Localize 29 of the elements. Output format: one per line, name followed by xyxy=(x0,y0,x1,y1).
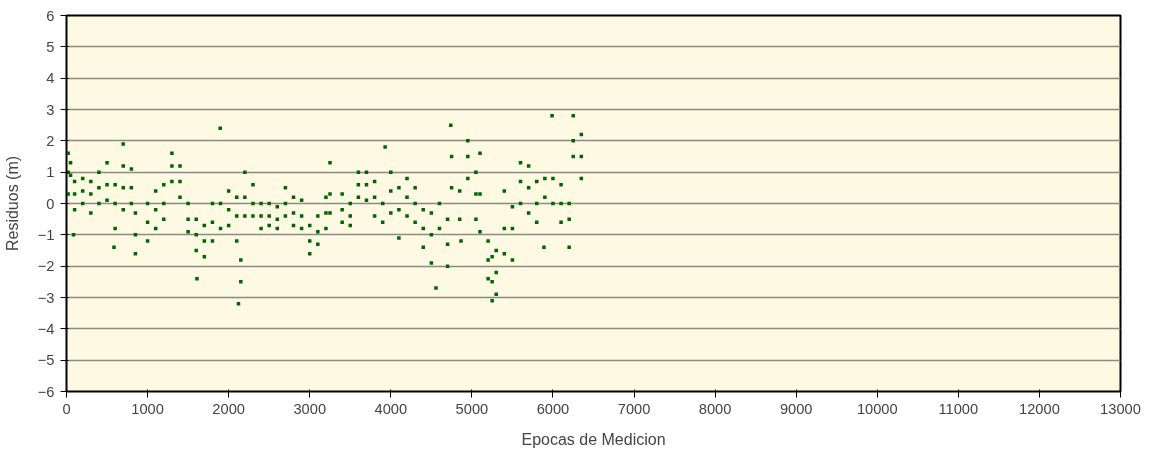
y-tick-label: −5 xyxy=(37,352,55,369)
y-tick-label: −4 xyxy=(37,320,55,337)
x-tick-label: 3000 xyxy=(293,400,327,417)
y-axis-title: Residuos (m) xyxy=(3,155,21,252)
y-tick-label: 3 xyxy=(46,101,55,118)
x-tick-label: 2000 xyxy=(212,400,245,417)
y-tick-label: −3 xyxy=(37,289,55,306)
x-tick-label: 11000 xyxy=(938,400,979,417)
y-tick-label: 6 xyxy=(46,7,55,24)
x-tick-label: 0 xyxy=(62,400,71,417)
x-tick-label: 8000 xyxy=(698,400,732,417)
y-tick-label: −1 xyxy=(37,226,55,243)
y-tick-label: 2 xyxy=(46,132,55,149)
y-tick-label: 1 xyxy=(46,164,55,181)
x-tick-label: 6000 xyxy=(536,400,570,417)
x-axis-title: Epocas de Medicion xyxy=(521,430,666,448)
y-tick-label: −6 xyxy=(37,383,55,400)
y-tick-label: 0 xyxy=(46,195,55,212)
x-tick-label: 7000 xyxy=(617,400,651,417)
y-tick-label: 5 xyxy=(46,38,55,55)
x-tick-label: 4000 xyxy=(374,400,408,417)
x-tick-label: 9000 xyxy=(779,400,813,417)
y-tick-label: 4 xyxy=(46,70,55,87)
x-tick-label: 13000 xyxy=(1100,400,1141,417)
x-tick-label: 12000 xyxy=(1019,400,1060,417)
x-tick-label: 10000 xyxy=(856,400,898,417)
y-tick-label: −2 xyxy=(37,258,55,275)
x-tick-label: 5000 xyxy=(455,400,489,417)
x-tick-label: 1000 xyxy=(131,400,164,417)
